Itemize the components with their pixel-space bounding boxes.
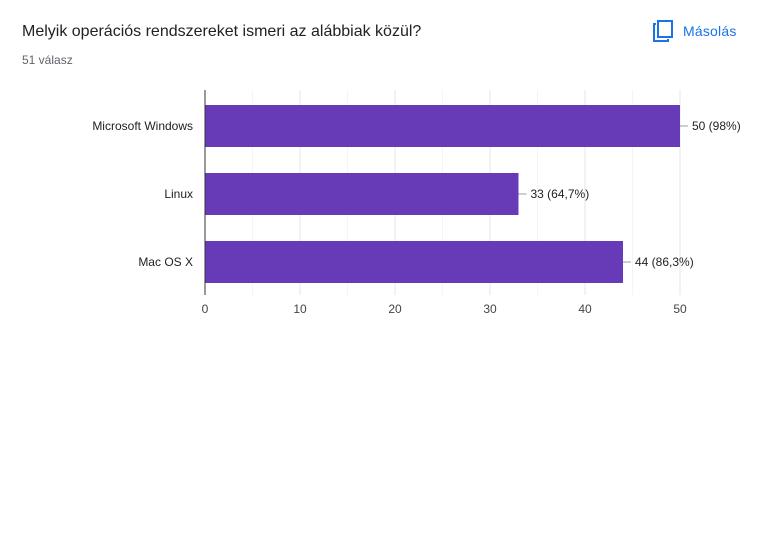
bar [205, 105, 680, 147]
category-label: Mac OS X [138, 255, 193, 269]
bar-chart-svg: Microsoft Windows 50 (98%) Linux 33 (64,7%)… [92, 90, 741, 316]
x-tick-label: 20 [388, 302, 402, 316]
category-label: Linux [164, 187, 193, 201]
data-label: 44 (86,3%) [635, 255, 694, 269]
x-tick-label: 40 [578, 302, 592, 316]
bar [205, 241, 623, 283]
bar [205, 173, 519, 215]
response-count: 51 válasz [22, 53, 73, 67]
data-label: 33 (64,7%) [531, 187, 590, 201]
data-label: 50 (98%) [692, 119, 741, 133]
copy-button[interactable]: Másolás [648, 16, 741, 46]
x-tick-label: 0 [202, 302, 209, 316]
category-label: Microsoft Windows [92, 119, 193, 133]
copy-button-label: Másolás [683, 23, 737, 39]
x-tick-label: 30 [483, 302, 497, 316]
question-title: Melyik operációs rendszereket ismeri az … [22, 23, 422, 40]
x-tick-label: 10 [293, 302, 307, 316]
bar-chart: Microsoft Windows 50 (98%) Linux 33 (64,7%)… [0, 80, 764, 330]
copy-icon [653, 20, 673, 42]
x-tick-label: 50 [673, 302, 687, 316]
